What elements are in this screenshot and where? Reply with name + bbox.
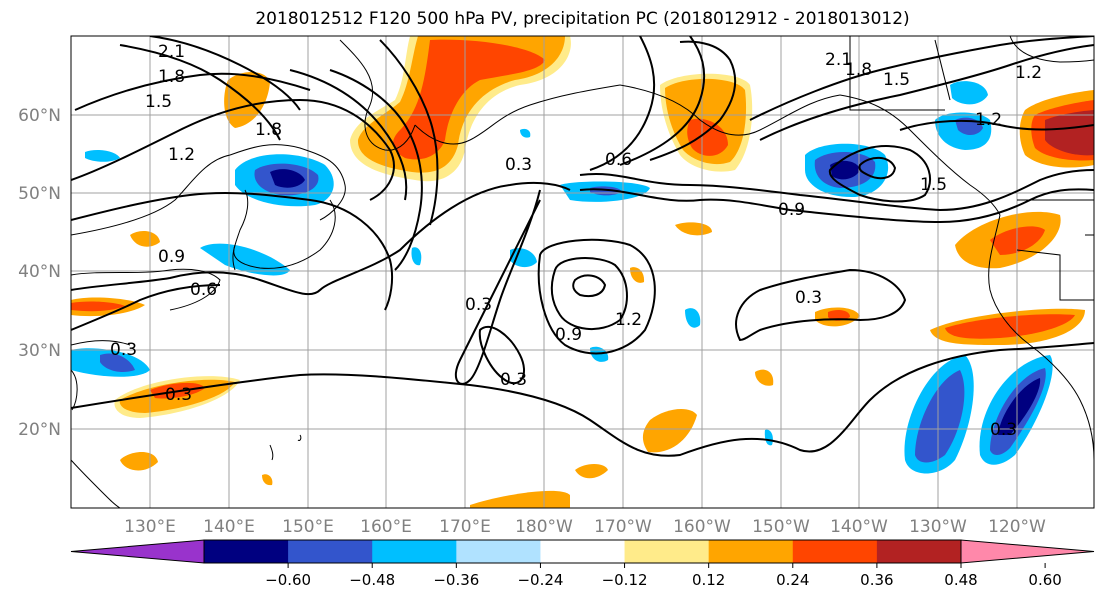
colorbar-segment: [708, 540, 794, 563]
lon-label: 170°W: [594, 517, 652, 537]
contour-label: 0.3: [465, 295, 492, 315]
lon-label: 150°W: [752, 517, 810, 537]
lat-label: 40°N: [18, 262, 61, 282]
lat-label: 30°N: [18, 341, 61, 361]
colorbar-outline: [203, 539, 962, 564]
colorbar: −0.60 −0.48 −0.36 −0.24 −0.12 0.12 0.24 0.36 0.4…: [70, 539, 1095, 589]
contour-label: 0.9: [778, 200, 805, 220]
contour-label: 1.2: [1015, 63, 1042, 83]
contour-label: 1.5: [920, 175, 947, 195]
colorbar-tick-label: 0.48: [944, 571, 977, 589]
contour-label: 1.2: [615, 310, 642, 330]
coastlines: [71, 36, 1094, 508]
colorbar-tick-label: −0.24: [517, 571, 563, 589]
colorbar-tick-label: −0.60: [265, 571, 311, 589]
colorbar-segment: [288, 540, 373, 563]
colorbar-segment: [792, 540, 878, 563]
lon-label: 130°W: [909, 517, 967, 537]
colorbar-tick-label: 0.36: [860, 571, 893, 589]
colorbar-tick-label: 0.60: [1028, 571, 1061, 589]
colorbar-segment: [456, 540, 541, 563]
contour-label: 1.8: [255, 120, 282, 140]
contour-label: 0.9: [555, 325, 582, 345]
map-title: 2018012512 F120 500 hPa PV, precipitatio…: [255, 9, 910, 29]
contour-label: 1.5: [145, 92, 172, 112]
contour-labels: 2.1 1.8 1.5 1.2 1.8 0.9 0.6 0.3 0.3 0.3 …: [110, 42, 1042, 440]
contour-label: 1.8: [158, 67, 185, 87]
contour-label: 0.3: [110, 340, 137, 360]
colorbar-tick-label: −0.12: [602, 571, 648, 589]
colorbar-segment: [204, 540, 289, 563]
map-frame: [70, 35, 1095, 509]
lat-label: 50°N: [18, 184, 61, 204]
pv-contours: [71, 36, 1094, 457]
contour-label: 1.2: [168, 145, 195, 165]
colorbar-segment: [960, 539, 1095, 564]
colorbar-segment: [624, 540, 710, 563]
lat-label: 20°N: [18, 420, 61, 440]
colorbar-tick-label: 0.12: [692, 571, 725, 589]
precip-negative-regions: [71, 81, 1053, 474]
lon-label: 160°W: [673, 517, 731, 537]
contour-label: 0.3: [500, 370, 527, 390]
contour-label: 1.5: [883, 70, 910, 90]
contour-label: 0.3: [795, 288, 822, 308]
lon-label: 160°E: [360, 517, 412, 537]
colorbar-segment: [540, 540, 626, 563]
latitude-labels: 60°N 50°N 40°N 30°N 20°N: [18, 106, 61, 440]
lon-label: 140°E: [203, 517, 255, 537]
contour-label: 1.8: [845, 60, 872, 80]
colorbar-segment: [876, 540, 962, 563]
lat-label: 60°N: [18, 106, 61, 126]
colorbar-tick-label: −0.36: [433, 571, 479, 589]
lon-label: 140°W: [830, 517, 888, 537]
contour-label: 1.2: [975, 110, 1002, 130]
lon-label: 120°W: [988, 517, 1046, 537]
contour-label: 0.6: [190, 280, 217, 300]
contour-label: 2.1: [825, 50, 852, 70]
colorbar-tick-label: 0.24: [776, 571, 809, 589]
lon-label: 150°E: [282, 517, 334, 537]
colorbar-segment: [372, 540, 457, 563]
lon-label: 180°W: [515, 517, 573, 537]
contour-label: 0.3: [165, 385, 192, 405]
longitude-labels: 130°E 140°E 150°E 160°E 170°E 180°W 170°…: [124, 517, 1046, 537]
contour-label: 0.3: [505, 155, 532, 175]
contour-label: 0.6: [605, 150, 632, 170]
lon-label: 170°E: [439, 517, 491, 537]
colorbar-segment: [70, 539, 205, 564]
lon-label: 130°E: [124, 517, 176, 537]
contour-label: 0.3: [990, 420, 1017, 440]
colorbar-tick-label: −0.48: [349, 571, 395, 589]
contour-label: 2.1: [158, 42, 185, 62]
contour-label: 0.9: [158, 247, 185, 267]
